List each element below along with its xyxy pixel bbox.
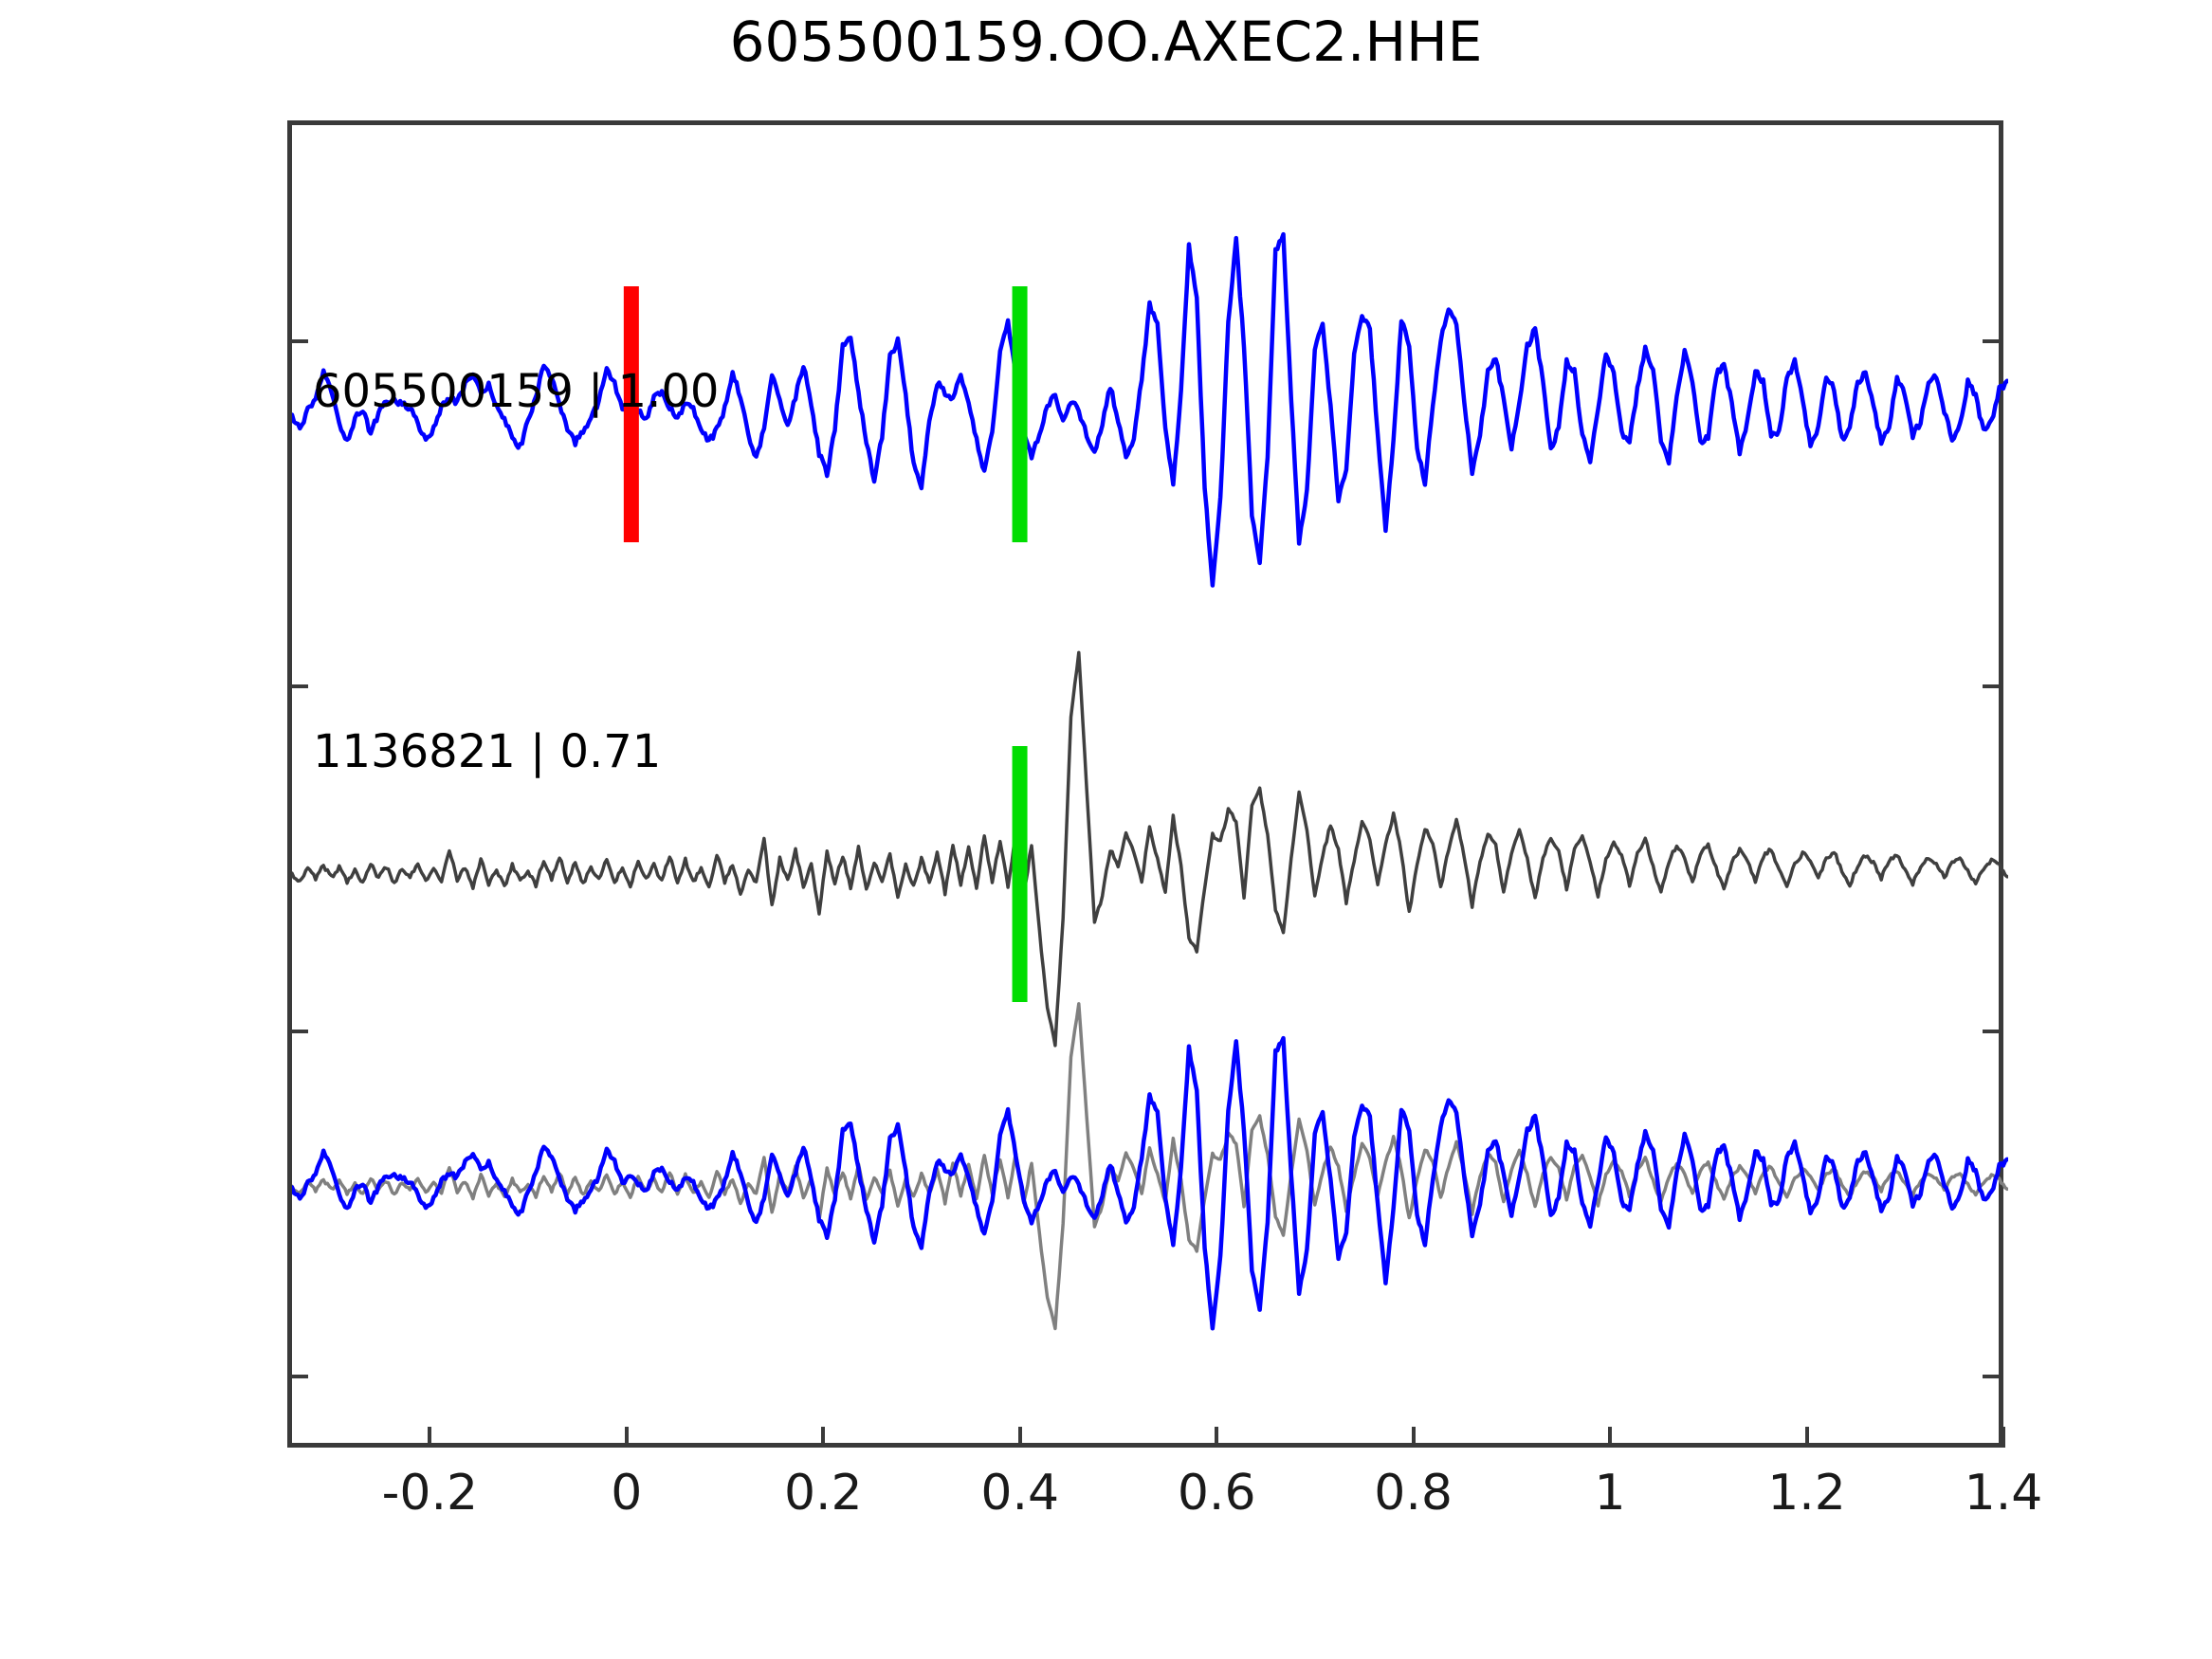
trace-label-1136821: 1136821 | 0.71 (313, 725, 662, 778)
y-tick-mark (287, 339, 308, 343)
y-tick-mark (287, 684, 308, 688)
trace-overlay-blue (292, 1035, 2008, 1331)
x-tick-label: 0.8 (1374, 1465, 1453, 1522)
x-tick-mark (1804, 1427, 1809, 1448)
page-title: 605500159.OO.AXEC2.HHE (729, 9, 1483, 74)
y-tick-mark (1983, 1375, 2003, 1378)
trace-label-605500159: 605500159 | 1.00 (313, 365, 720, 418)
y-tick-mark (287, 1030, 308, 1033)
x-tick-mark (2002, 1427, 2005, 1448)
s-pick-marker (1012, 286, 1028, 542)
x-tick-mark (1411, 1427, 1416, 1448)
traces-group (292, 231, 2008, 1331)
y-tick-mark (287, 1375, 308, 1378)
x-tick-label: 0.4 (980, 1465, 1060, 1522)
y-tick-mark (1983, 684, 2003, 688)
waveform-canvas (292, 231, 2008, 1331)
x-tick-mark (624, 1427, 629, 1448)
x-tick-mark (1017, 1427, 1022, 1448)
x-tick-mark (1608, 1427, 1613, 1448)
x-tick-mark (428, 1427, 432, 1448)
x-tick-label: 0 (611, 1465, 643, 1522)
x-tick-label: 1 (1594, 1465, 1626, 1522)
x-tick-mark (821, 1427, 826, 1448)
x-tick-label: 0.6 (1177, 1465, 1256, 1522)
y-tick-mark (1983, 1030, 2003, 1033)
x-tick-label: -0.2 (381, 1465, 479, 1522)
y-tick-mark (1983, 339, 2003, 343)
plot-area (287, 120, 2008, 1448)
x-tick-label: 1.4 (1964, 1465, 2043, 1522)
x-tick-mark (1215, 1427, 1219, 1448)
s-pick-marker (1012, 746, 1028, 1002)
trace-template-dark (292, 650, 2008, 1048)
trace-overlay-gray (292, 1002, 2008, 1331)
x-tick-label: 0.2 (783, 1465, 863, 1522)
p-pick-marker (623, 286, 639, 542)
trace-target-blue (292, 231, 2008, 588)
x-tick-label: 1.2 (1767, 1465, 1846, 1522)
